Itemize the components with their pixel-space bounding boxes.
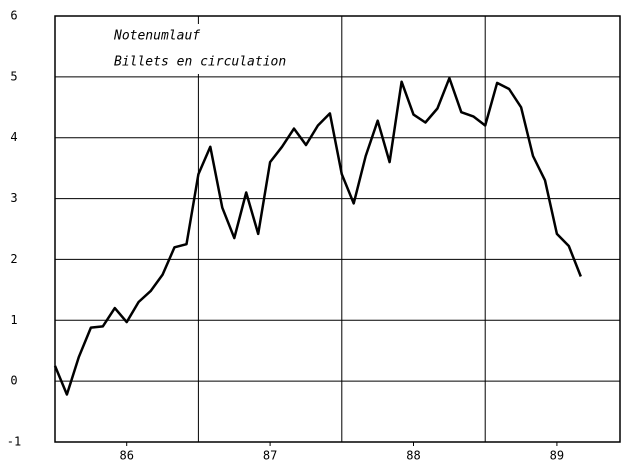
plot-frame [54,15,621,443]
x-tick-label: 87 [263,449,277,463]
annotation: Notenumlauf [113,29,200,44]
y-tick-label: 4 [10,130,17,144]
y-tick-label: 3 [10,191,17,205]
y-tick-label: 5 [10,69,17,83]
annotation: Billets en circulation [114,55,286,70]
y-tick-label: 1 [10,313,17,327]
y-tick-label: 6 [10,9,17,23]
data-line [53,76,582,396]
x-tick-label: 86 [119,449,133,463]
y-tick-label: 0 [10,374,17,388]
y-tick-label: -1 [7,435,21,449]
legend-box [100,24,336,74]
y-tick-label: 2 [10,252,17,266]
x-tick-label: 89 [550,449,564,463]
x-tick-label: 88 [406,449,420,463]
